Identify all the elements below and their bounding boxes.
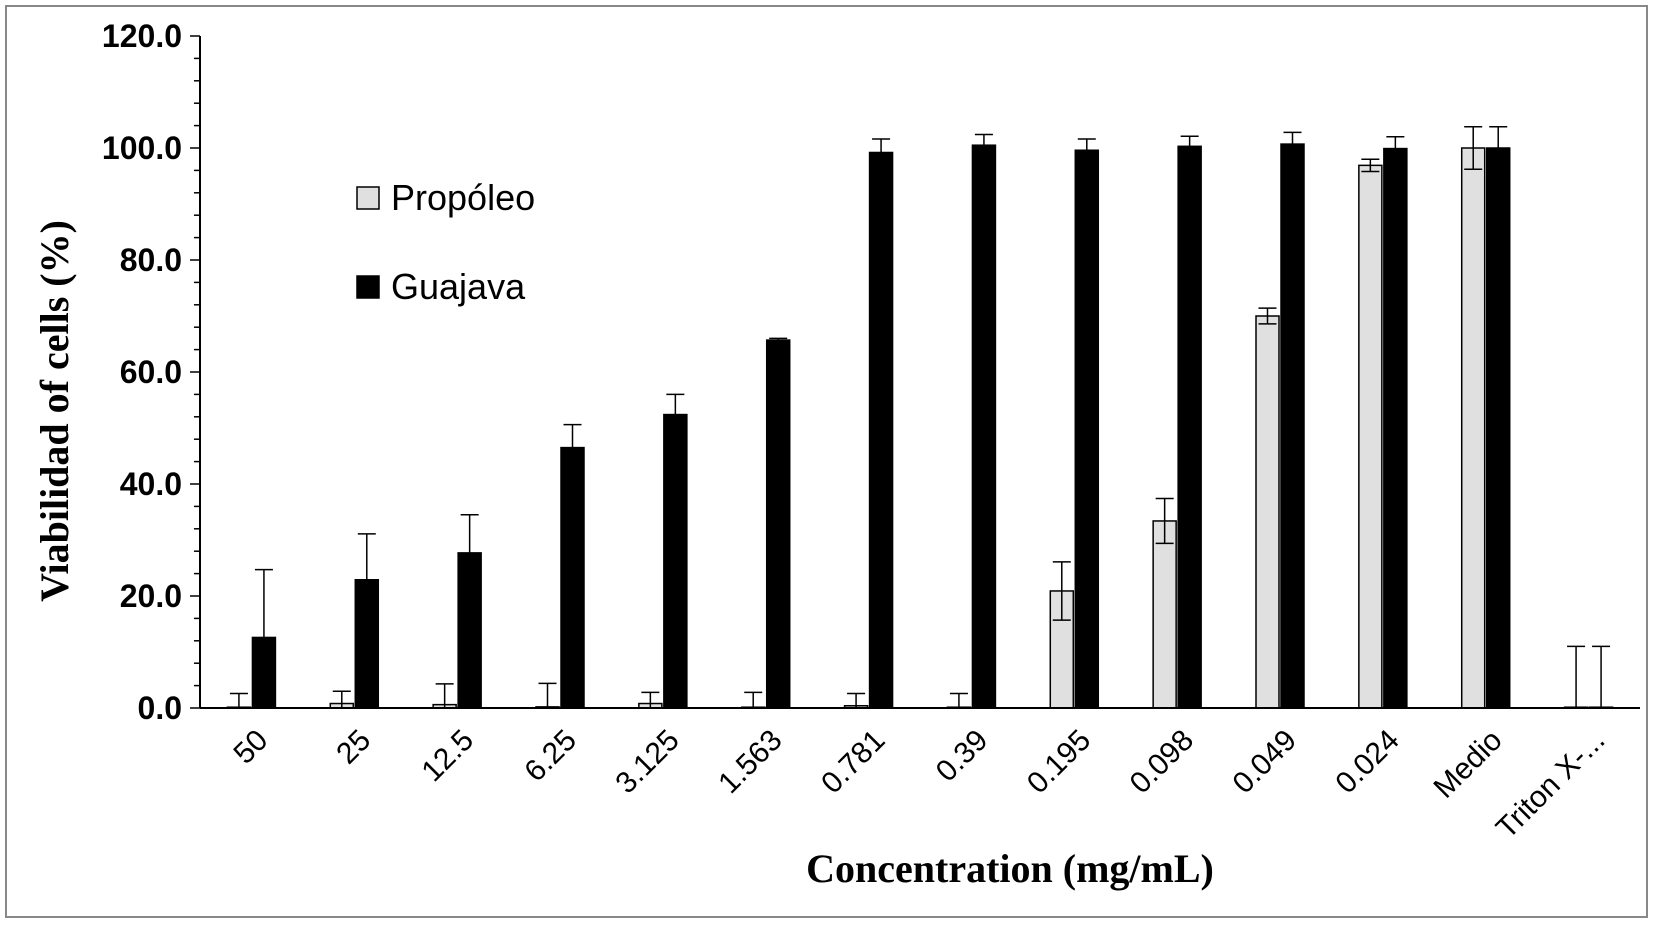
legend-label-propoleo: Propóleo xyxy=(391,177,535,218)
y-tick-label: 0.0 xyxy=(138,690,182,726)
bar-guajava xyxy=(1177,145,1202,709)
bar-propoleo xyxy=(1255,315,1280,709)
legend-label-guajava: Guajava xyxy=(391,266,526,307)
bar-guajava xyxy=(1485,147,1511,709)
legend-swatch-propoleo xyxy=(356,186,380,210)
bar-propoleo xyxy=(1152,520,1177,709)
bar-guajava xyxy=(354,579,380,709)
bar-guajava xyxy=(457,552,482,709)
y-tick-label: 20.0 xyxy=(120,578,182,614)
bar-guajava xyxy=(971,144,997,709)
y-tick-label: 80.0 xyxy=(120,242,182,278)
y-tick-label: 40.0 xyxy=(120,466,182,502)
y-tick-label: 120.0 xyxy=(102,18,182,54)
x-axis-title: Concentration (mg/mL) xyxy=(806,846,1214,891)
bar-guajava xyxy=(251,636,277,709)
bar-guajava xyxy=(765,339,791,709)
bar-guajava xyxy=(663,413,688,709)
bar-guajava xyxy=(868,151,894,709)
bar-guajava xyxy=(560,446,585,709)
bar-guajava xyxy=(1383,147,1408,709)
bar-propoleo xyxy=(1358,164,1383,709)
y-tick-label: 100.0 xyxy=(102,130,182,166)
bar-guajava xyxy=(1074,149,1100,709)
y-tick-label: 60.0 xyxy=(120,354,182,390)
bar-propoleo xyxy=(1460,147,1486,709)
legend: Propóleo Guajava xyxy=(356,177,535,307)
y-axis-title: Viabilidad of cells (%) xyxy=(32,220,77,602)
bar-guajava xyxy=(1280,143,1305,709)
legend-swatch-guajava xyxy=(356,275,380,299)
